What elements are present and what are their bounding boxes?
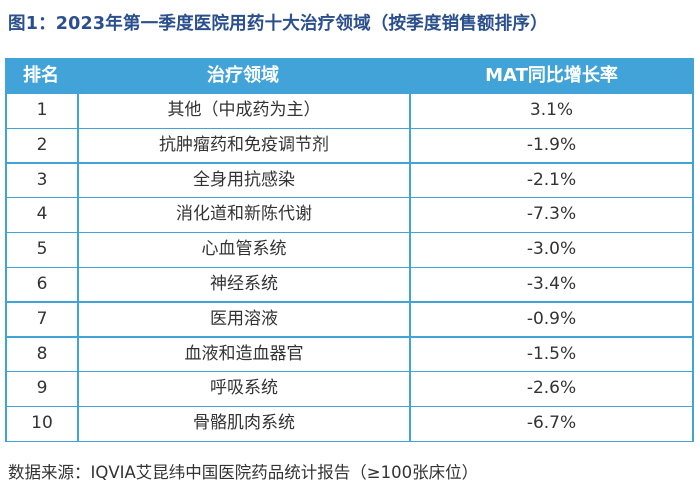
growth-rate-cell: 3.1% [411,94,692,128]
table-row: 7 医用溶液 -0.9% [7,302,692,337]
therapeutic-area-cell: 神经系统 [79,267,409,302]
table-row: 4 消化道和新陈代谢 -7.3% [7,198,692,232]
rank-cell: 1 [7,94,77,128]
growth-rate-cell: -3.0% [411,233,692,267]
growth-rate-cell: -2.1% [411,163,692,198]
table-row: 2 抗肿瘤药和免疫调节剂 -1.9% [7,128,692,163]
source-note: 数据来源：IQVIA艾昆纬中国医院药品统计报告（≥100张床位） [8,463,479,482]
page-title: 图1：2023年第一季度医院用药十大治疗领域（按季度销售额排序） [8,14,548,34]
growth-rate-cell: -7.3% [411,198,692,232]
table-body: 1 其他（中成药为主） 3.1% 2 抗肿瘤药和免疫调节剂 -1.9% 3 全身用抗感染 -2.… [7,94,692,442]
therapeutic-area-cell: 医用溶液 [79,302,409,337]
rank-cell: 4 [7,198,77,232]
rank-cell: 9 [7,372,77,406]
rank-cell: 6 [7,267,77,302]
growth-rate-cell: -6.7% [411,407,692,441]
growth-rate-cell: -0.9% [411,302,692,337]
rank-cell: 3 [7,163,77,198]
therapeutic-area-cell: 其他（中成药为主） [79,94,409,128]
table-row: 3 全身用抗感染 -2.1% [7,163,692,198]
therapeutic-area-cell: 骨骼肌肉系统 [79,407,409,441]
table-header-row: 排名 治疗领域 MAT同比增长率 [5,58,694,94]
therapeutic-areas-table: 排名 治疗领域 MAT同比增长率 1 其他（中成药为主） 3.1% 2 抗肿瘤药和免疫调… [5,58,694,442]
header-rank: 排名 [23,65,59,86]
growth-rate-cell: -1.5% [411,337,692,372]
therapeutic-area-cell: 呼吸系统 [79,372,409,406]
header-therapeutic-area: 治疗领域 [207,65,279,86]
therapeutic-area-cell: 心血管系统 [79,233,409,267]
therapeutic-area-cell: 血液和造血器官 [79,337,409,372]
rank-cell: 7 [7,302,77,337]
therapeutic-area-cell: 全身用抗感染 [79,163,409,198]
rank-cell: 5 [7,233,77,267]
rank-cell: 2 [7,128,77,163]
table-row: 8 血液和造血器官 -1.5% [7,337,692,372]
header-mat-growth: MAT同比增长率 [485,65,618,86]
table-row: 9 呼吸系统 -2.6% [7,372,692,406]
rank-cell: 8 [7,337,77,372]
rank-cell: 10 [7,407,77,441]
growth-rate-cell: -2.6% [411,372,692,406]
therapeutic-area-cell: 抗肿瘤药和免疫调节剂 [79,128,409,163]
table-row: 1 其他（中成药为主） 3.1% [7,94,692,128]
table-row: 10 骨骼肌肉系统 -6.7% [7,407,692,441]
table-row: 5 心血管系统 -3.0% [7,233,692,267]
therapeutic-area-cell: 消化道和新陈代谢 [79,198,409,232]
growth-rate-cell: -1.9% [411,128,692,163]
growth-rate-cell: -3.4% [411,267,692,302]
table-row: 6 神经系统 -3.4% [7,267,692,302]
